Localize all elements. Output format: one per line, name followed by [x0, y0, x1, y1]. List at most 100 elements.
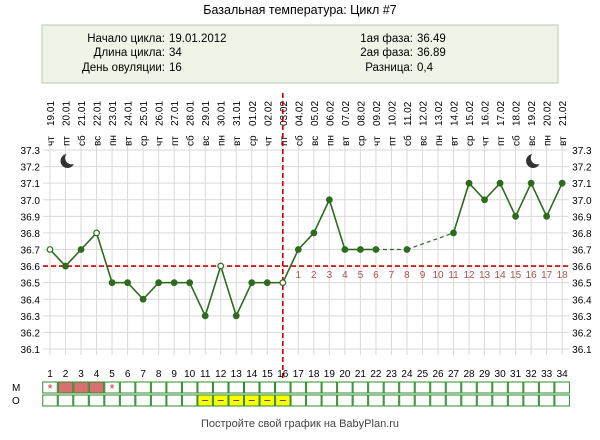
- o-cell: [166, 394, 182, 407]
- day-number-label: 25: [417, 369, 429, 380]
- weekday-label: ср: [465, 135, 476, 146]
- weekday-label: пн: [325, 135, 336, 146]
- data-point: [325, 196, 333, 204]
- weekday-label: вс: [418, 136, 429, 146]
- date-label: 13.02: [434, 101, 445, 126]
- data-point: [201, 312, 209, 320]
- data-point: [279, 279, 287, 287]
- star-icon: *: [110, 381, 115, 396]
- date-label: 17.02: [496, 101, 507, 126]
- footer-text: Постройте свой график на BabyPlan.ru: [201, 418, 399, 430]
- weekday-label: вс: [93, 136, 104, 146]
- series-segment: [142, 282, 160, 300]
- day-number-label: 4: [94, 369, 100, 380]
- date-label: 29.01: [201, 101, 212, 126]
- day-number-label: 6: [125, 369, 131, 380]
- weekday-label: вт: [341, 136, 352, 146]
- series-segment: [313, 199, 331, 234]
- m-cell: [212, 381, 229, 394]
- m-cell: [135, 381, 151, 394]
- o-cell: [88, 394, 105, 407]
- day-number-label: 17: [293, 369, 305, 380]
- day-number-label: 20: [339, 369, 351, 380]
- weekday-label: пн: [217, 135, 228, 146]
- day-number-label: 5: [109, 369, 115, 380]
- date-label: 19.01: [46, 101, 57, 126]
- data-point: [232, 312, 240, 320]
- series-segment: [188, 282, 206, 317]
- weekday-label: пт: [279, 136, 290, 146]
- cycle-length-label: Длина цикла:: [94, 47, 165, 59]
- day-number-label: 34: [557, 369, 569, 380]
- date-label: 09.02: [372, 101, 383, 126]
- data-point: [62, 262, 69, 270]
- y-tick-label-right: 36.3: [572, 312, 592, 323]
- date-label: 05.02: [310, 101, 321, 126]
- m-cell: [244, 381, 260, 394]
- m-cell: [461, 381, 477, 394]
- phase1-label: 1ая фаза:: [360, 33, 413, 45]
- m-cell: [104, 381, 120, 394]
- date-label: 01.02: [248, 101, 259, 126]
- o-cell: [383, 394, 400, 407]
- date-label: 08.02: [356, 101, 367, 126]
- data-point: [46, 246, 54, 253]
- phase2-counter-label: 8: [404, 270, 410, 281]
- phase2-counter-label: 17: [541, 270, 553, 281]
- y-axis: 37.3 37.3 37.2 37.2 37.1 37.1 37.0 37.0 36.9 36.9…: [21, 146, 593, 356]
- weekday-label: вт: [558, 136, 569, 146]
- series-segment: [80, 232, 98, 251]
- data-point: [465, 179, 473, 187]
- y-tick-label-right: 37.0: [572, 196, 592, 207]
- series-segment: [219, 265, 238, 317]
- day-number-label: 14: [246, 369, 258, 380]
- m-cell: [492, 381, 508, 394]
- o-cell: [150, 394, 167, 407]
- date-label: 21.01: [77, 101, 88, 126]
- weekday-label: пт: [62, 136, 73, 146]
- date-label: 28.01: [186, 101, 197, 126]
- series-segment: [545, 182, 563, 217]
- ovulation-day-value: 16: [169, 62, 182, 74]
- star-icon: *: [47, 381, 52, 396]
- data-point: [543, 212, 551, 220]
- m-cell: [430, 381, 446, 394]
- difference-value: 0,4: [417, 62, 434, 74]
- data-point: [217, 262, 225, 270]
- date-label: 22.01: [93, 101, 104, 126]
- symptom-rows: МО * *: [12, 381, 570, 407]
- phase2-counter-label: 16: [526, 270, 538, 281]
- weekday-label: вт: [124, 136, 135, 146]
- date-label: 20.02: [543, 101, 554, 126]
- weekday-label: чт: [263, 136, 274, 146]
- phase2-label: 2ая фаза:: [360, 47, 413, 59]
- data-point: [372, 246, 380, 253]
- data-point: [155, 279, 163, 287]
- o-cell: [476, 394, 493, 407]
- o-cell: [554, 394, 570, 407]
- date-label: 03.02: [279, 101, 290, 126]
- series-segment: [452, 182, 470, 234]
- chart-title: Базальная температура: Цикл #7: [203, 3, 396, 17]
- weekday-label: сб: [293, 135, 305, 146]
- day-number-label: 3: [78, 369, 84, 380]
- weekday-label: вт: [232, 136, 243, 146]
- date-label: 19.02: [527, 101, 538, 126]
- o-cell: [430, 394, 446, 407]
- day-number-label: 13: [231, 369, 243, 380]
- moon-icon-cutout: [65, 151, 78, 165]
- day-number-label: 29: [479, 369, 491, 380]
- day-number-label: 24: [401, 369, 413, 380]
- day-number-label: 30: [495, 369, 507, 380]
- series-segment: [204, 265, 222, 317]
- reference-lines: [43, 93, 570, 378]
- date-label: 27.01: [170, 101, 181, 126]
- series-segment: [64, 248, 82, 267]
- m-cell: [197, 381, 213, 394]
- day-number-label: 32: [526, 369, 538, 380]
- phase2-counter-label: 10: [432, 270, 444, 281]
- phase2-counter-label: 15: [510, 270, 522, 281]
- m-cell: [523, 381, 539, 394]
